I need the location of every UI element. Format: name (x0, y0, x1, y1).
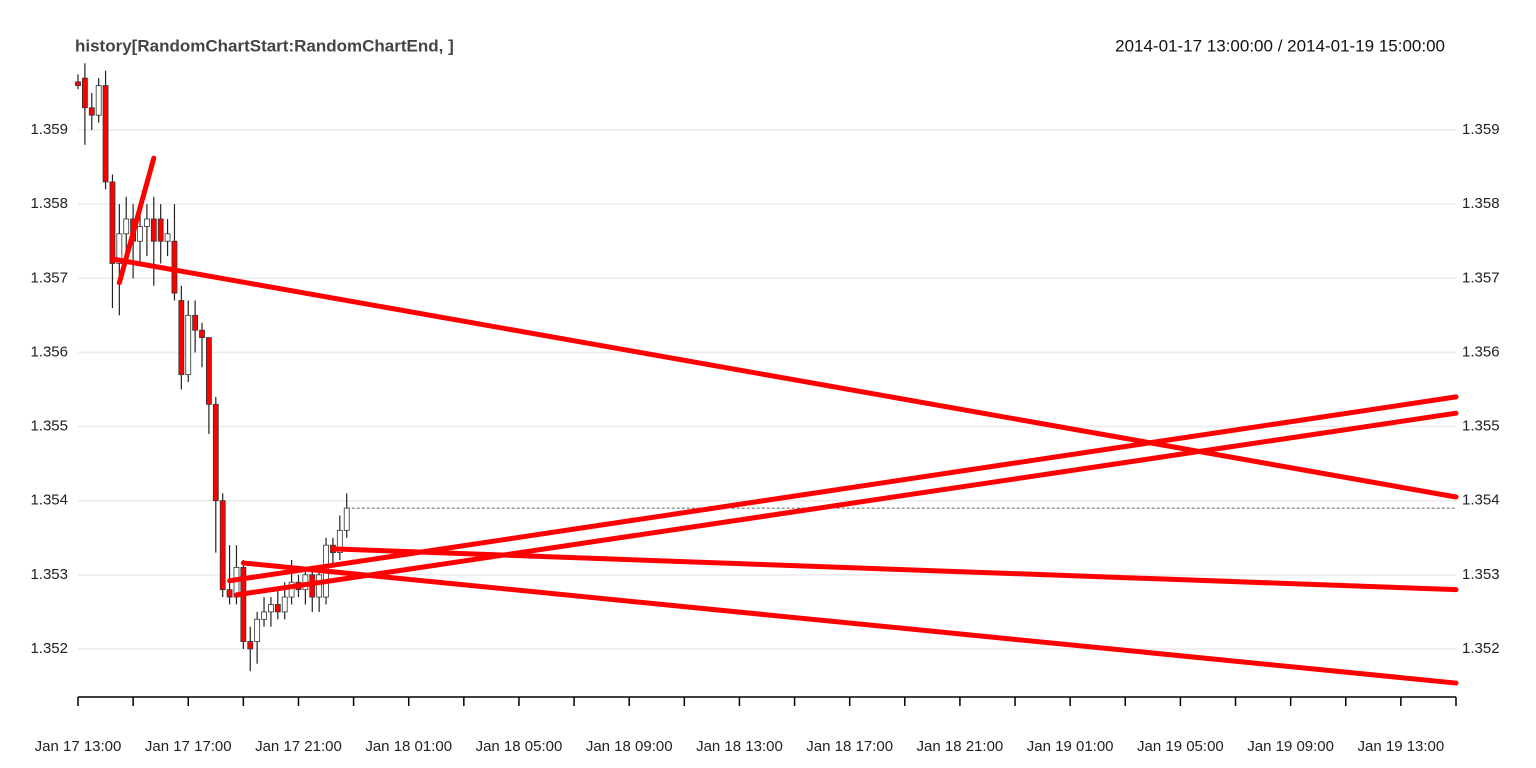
candle-body (281, 596, 288, 613)
candle-body (116, 233, 123, 264)
candle-body (75, 81, 81, 86)
candle-body (336, 529, 343, 553)
candle-body (185, 314, 192, 376)
y-tick-label: 1.356 (30, 343, 68, 360)
candle-body (150, 218, 157, 242)
candle-body (88, 107, 95, 116)
candle-body (261, 611, 267, 620)
candle-body (268, 604, 274, 613)
candle-body (219, 500, 226, 591)
trend-line (240, 560, 1459, 686)
x-tick-label: Jan 18 05:00 (476, 738, 563, 755)
y-tick-label: 1.355 (30, 418, 68, 435)
x-tick-label: Jan 17 21:00 (255, 738, 342, 755)
candle-body (81, 77, 88, 109)
candle-body (192, 314, 199, 331)
y-tick-label-right: 1.354 (1462, 492, 1500, 509)
candle-body (206, 337, 212, 405)
candle-body (123, 218, 130, 235)
candle-body (274, 604, 281, 613)
candle-body (212, 403, 219, 502)
y-tick-label: 1.357 (30, 269, 68, 286)
x-tick-label: Jan 19 05:00 (1137, 738, 1224, 755)
y-tick-label: 1.354 (30, 492, 68, 509)
candle-body (254, 618, 261, 642)
x-tick-label: Jan 18 21:00 (917, 738, 1004, 755)
y-tick-label-right: 1.356 (1462, 343, 1500, 360)
candle-body (102, 85, 109, 183)
x-tick-label: Jan 17 17:00 (145, 738, 232, 755)
candle-body (343, 507, 350, 531)
candle-body (137, 225, 143, 242)
trend-line (116, 155, 157, 286)
y-tick-label-right: 1.358 (1462, 195, 1500, 212)
candle-body (95, 85, 102, 116)
trend-line (330, 546, 1459, 593)
y-tick-label-right: 1.359 (1462, 121, 1500, 138)
candle-body (288, 581, 295, 598)
candle-body (316, 574, 323, 598)
y-tick-label: 1.352 (30, 640, 68, 657)
candle-body (226, 589, 233, 598)
y-tick-label-right: 1.352 (1462, 640, 1500, 657)
x-tick-label: Jan 18 09:00 (586, 738, 673, 755)
y-tick-label: 1.359 (30, 121, 68, 138)
candle-body (109, 181, 116, 264)
x-tick-label: Jan 18 13:00 (696, 738, 783, 755)
chart-title: history[RandomChartStart:RandomChartEnd,… (75, 36, 454, 55)
y-tick-label: 1.353 (30, 566, 68, 583)
y-tick-label-right: 1.357 (1462, 269, 1500, 286)
y-tick-label: 1.358 (30, 195, 68, 212)
candle-body (164, 233, 171, 242)
x-tick-label: Jan 19 09:00 (1247, 738, 1334, 755)
candle-body (157, 218, 164, 242)
y-tick-label-right: 1.353 (1462, 566, 1500, 583)
candle-body (199, 329, 205, 338)
x-tick-label: Jan 18 01:00 (365, 738, 452, 755)
date-range: 2014-01-17 13:00:00 / 2014-01-19 15:00:0… (1115, 36, 1445, 55)
x-tick-label: Jan 19 13:00 (1358, 738, 1445, 755)
candle-body (240, 567, 247, 642)
y-tick-label-right: 1.355 (1462, 418, 1500, 435)
candle-body (247, 641, 254, 650)
trend-line (109, 256, 1459, 500)
x-tick-label: Jan 19 01:00 (1027, 738, 1114, 755)
x-tick-label: Jan 17 13:00 (35, 738, 122, 755)
trend-line (233, 410, 1459, 598)
candle-body (178, 300, 185, 376)
candle-body (143, 218, 150, 227)
x-tick-label: Jan 18 17:00 (806, 738, 893, 755)
